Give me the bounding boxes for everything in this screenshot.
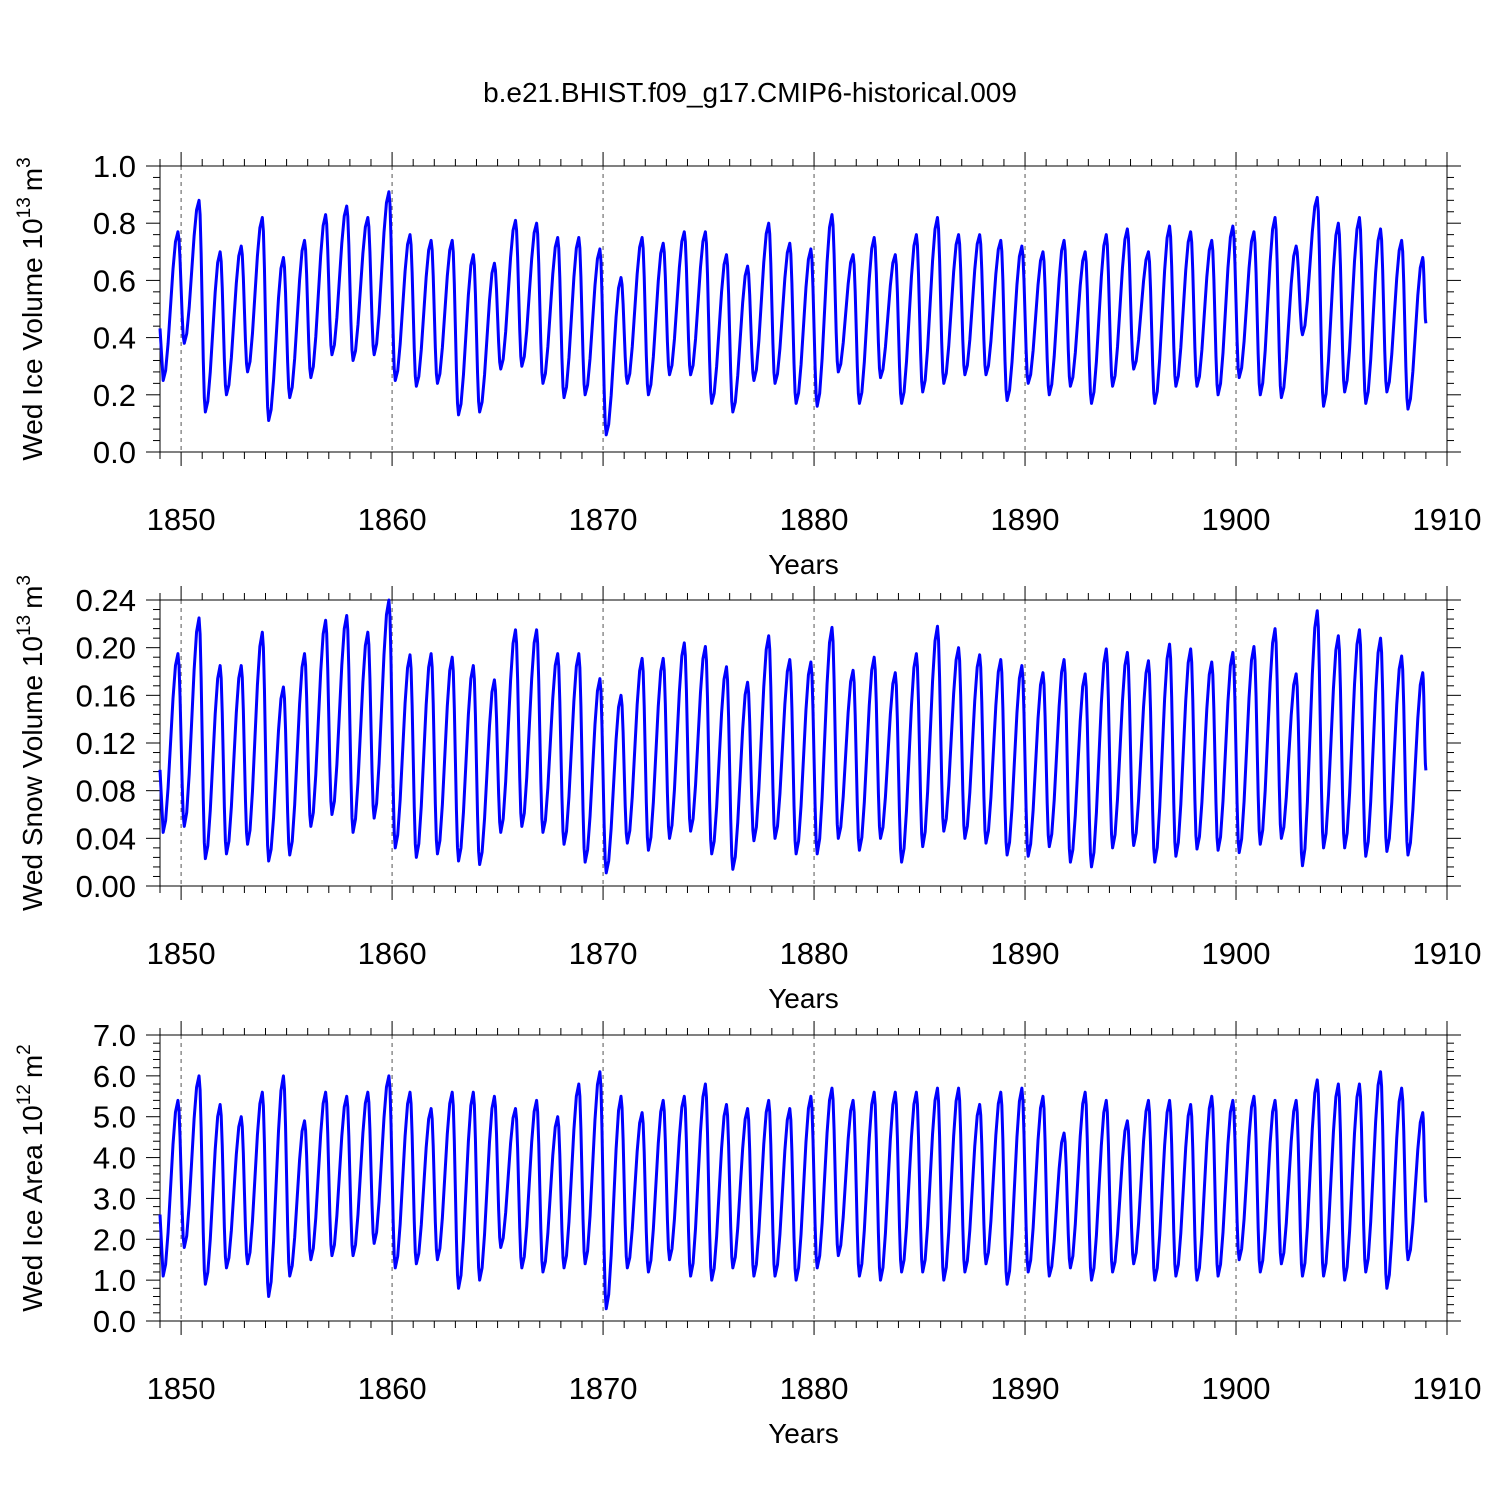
panel-2: 0.00 0.04 0.08 0.12 0.16 0.20 0.24 1850 1860 1870… xyxy=(14,575,1481,1014)
y-axis-label-unit: m xyxy=(17,1055,48,1078)
y-axis-label-exponent: 13 xyxy=(14,197,35,218)
y-axis-label-unit-exponent: 2 xyxy=(14,1044,35,1055)
x-tick-label: 1860 xyxy=(358,936,427,971)
y-tick-label: 0.4 xyxy=(93,321,136,356)
x-tick-label: 1860 xyxy=(358,502,427,537)
panel-1: 0.0 0.2 0.4 0.6 0.8 1.0 1850 1860 1870 1880 1890 19… xyxy=(14,149,1481,580)
x-tick-label: 1880 xyxy=(780,502,849,537)
x-axis-label: Years xyxy=(768,1418,839,1449)
x-tick-label: 1880 xyxy=(780,1371,849,1406)
y-tick-label: 4.0 xyxy=(93,1141,136,1176)
y-tick-label: 0.24 xyxy=(76,583,136,618)
chart-title: b.e21.BHIST.f09_g17.CMIP6-historical.009 xyxy=(483,77,1017,108)
x-tick-label: 1910 xyxy=(1413,1371,1482,1406)
y-tick-label: 0.0 xyxy=(93,1304,136,1339)
y-tick-label: 0.12 xyxy=(76,726,136,761)
x-axis-label: Years xyxy=(768,983,839,1014)
x-tick-label: 1870 xyxy=(569,1371,638,1406)
x-tick-label: 1900 xyxy=(1202,1371,1271,1406)
y-axis-label-text: Wed Ice Area 10 xyxy=(17,1105,48,1312)
x-tick-label: 1890 xyxy=(991,1371,1060,1406)
y-tick-label: 0.04 xyxy=(76,821,136,856)
y-tick-label: 7.0 xyxy=(93,1018,136,1053)
x-tick-label: 1910 xyxy=(1413,936,1482,971)
y-tick-label: 3.0 xyxy=(93,1181,136,1216)
series-line-2 xyxy=(158,598,1428,875)
y-tick-label: 0.08 xyxy=(76,774,136,809)
y-axis-label-text: Wed Ice Volume 10 xyxy=(17,218,48,460)
y-axis-label-text: Wed Snow Volume 10 xyxy=(17,636,48,911)
y-tick-label: 1.0 xyxy=(93,149,136,184)
y-tick-label: 6.0 xyxy=(93,1059,136,1094)
y-tick-label: 0.16 xyxy=(76,678,136,713)
x-tick-label: 1860 xyxy=(358,1371,427,1406)
y-axis-label-exponent: 12 xyxy=(14,1084,35,1105)
y-tick-label: 0.8 xyxy=(93,206,136,241)
y-tick-label: 5.0 xyxy=(93,1100,136,1135)
y-tick-label: 0.2 xyxy=(93,378,136,413)
y-axis-label-unit: m xyxy=(17,168,48,191)
x-tick-label: 1870 xyxy=(569,502,638,537)
plot-frame xyxy=(159,165,1448,453)
y-axis-label: Wed Ice Area 1012 m2 xyxy=(14,1044,48,1312)
y-axis-label: Wed Ice Volume 1013 m3 xyxy=(14,157,48,460)
series-line-1 xyxy=(158,190,1428,437)
y-axis-label-exponent: 13 xyxy=(14,615,35,636)
y-tick-label: 0.6 xyxy=(93,263,136,298)
y-axis-label-unit-exponent: 3 xyxy=(14,157,35,168)
y-tick-label: 0.0 xyxy=(93,435,136,470)
x-tick-label: 1900 xyxy=(1202,502,1271,537)
y-tick-label: 2.0 xyxy=(93,1222,136,1257)
x-tick-label: 1880 xyxy=(780,936,849,971)
x-tick-label: 1870 xyxy=(569,936,638,971)
y-tick-label: 1.0 xyxy=(93,1263,136,1298)
x-tick-label: 1890 xyxy=(991,936,1060,971)
y-tick-label: 0.20 xyxy=(76,631,136,666)
y-axis-label-unit-exponent: 3 xyxy=(14,575,35,586)
panel-3: 0.0 1.0 2.0 3.0 4.0 5.0 6.0 7.0 1850 1860 1870 1880… xyxy=(14,1018,1481,1449)
x-tick-label: 1890 xyxy=(991,502,1060,537)
x-tick-label: 1900 xyxy=(1202,936,1271,971)
series-line-3 xyxy=(158,1070,1428,1311)
x-axis-label: Years xyxy=(768,549,839,580)
plot-frame xyxy=(159,1034,1448,1322)
y-tick-label: 0.00 xyxy=(76,869,136,904)
x-tick-label: 1850 xyxy=(147,502,216,537)
x-tick-label: 1910 xyxy=(1413,502,1482,537)
y-axis-label-unit: m xyxy=(17,586,48,609)
x-tick-label: 1850 xyxy=(147,936,216,971)
x-tick-label: 1850 xyxy=(147,1371,216,1406)
y-axis-label: Wed Snow Volume 1013 m3 xyxy=(14,575,48,911)
plot-frame xyxy=(159,599,1448,887)
